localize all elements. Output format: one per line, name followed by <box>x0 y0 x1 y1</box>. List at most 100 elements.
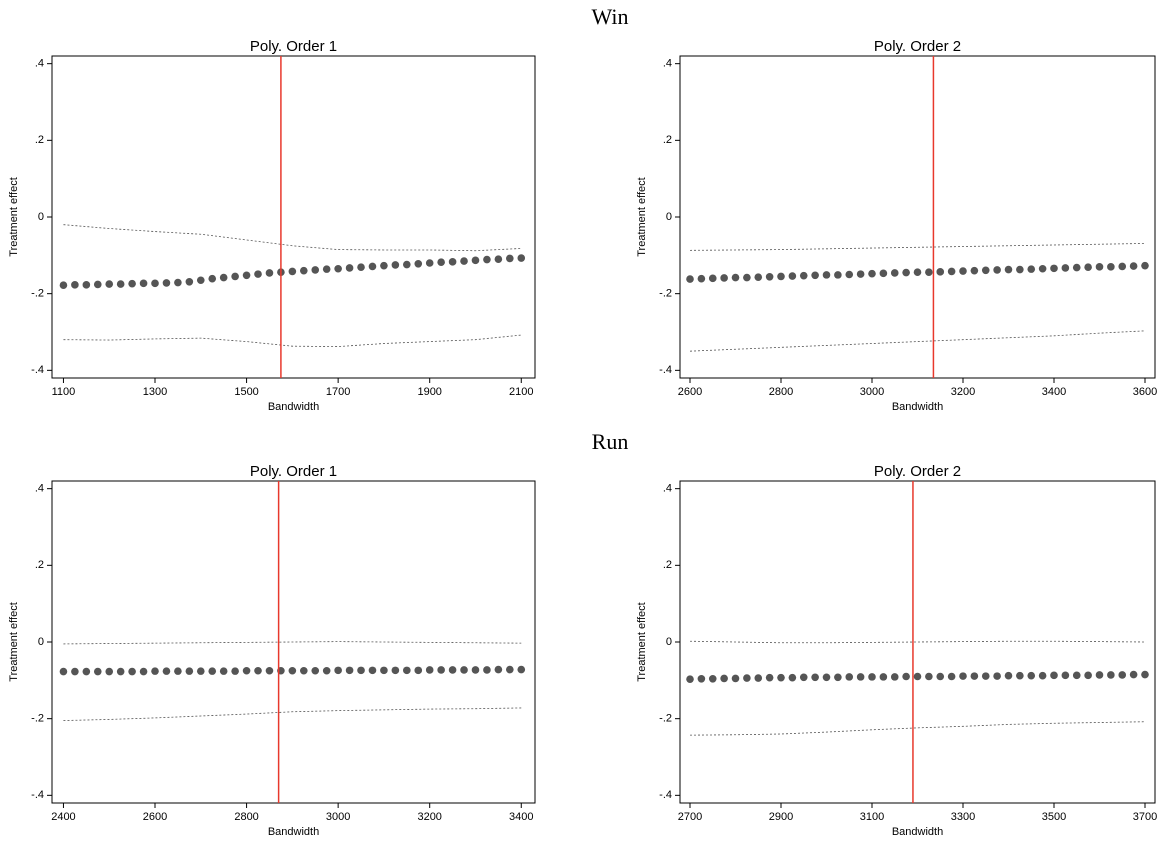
point-estimate <box>139 667 148 676</box>
point-estimate <box>754 273 763 281</box>
point-estimate <box>959 672 967 680</box>
point-estimate <box>993 266 1001 274</box>
point-estimate <box>483 666 491 674</box>
point-estimate <box>380 261 388 270</box>
point-estimate <box>139 279 148 288</box>
point-estimate <box>506 254 514 263</box>
x-tick-label: 3700 <box>1133 811 1157 823</box>
point-estimate <box>1141 261 1149 270</box>
point-estimate <box>208 667 217 675</box>
y-tick-label: .4 <box>663 483 672 495</box>
point-estimate <box>517 254 526 262</box>
point-estimate <box>59 667 68 676</box>
point-estimate <box>437 666 445 674</box>
point-estimate <box>483 255 491 264</box>
y-tick-label: -.4 <box>31 364 44 376</box>
point-estimate <box>1084 263 1092 272</box>
point-estimate <box>879 269 888 278</box>
point-estimate <box>414 666 423 675</box>
point-estimate <box>731 674 740 683</box>
y-tick-label: .2 <box>35 559 44 571</box>
point-estimate <box>1072 671 1081 680</box>
point-estimate <box>174 278 182 287</box>
point-estimate <box>777 673 785 682</box>
point-estimate <box>697 675 706 683</box>
point-estimate <box>720 674 728 683</box>
x-tick-label: 1900 <box>417 386 441 398</box>
x-tick-label: 3200 <box>951 386 975 398</box>
point-estimate <box>242 666 251 675</box>
point-estimate <box>1038 264 1047 273</box>
plot-frame <box>51 480 536 804</box>
point-estimate <box>311 666 320 675</box>
point-estimate <box>403 260 411 269</box>
point-estimate <box>1095 263 1104 271</box>
point-estimate <box>788 673 797 682</box>
panel: Poly. Order 2 Bandwidth Treatment effect -.… <box>636 38 1157 413</box>
y-tick-label: 0 <box>38 211 44 223</box>
point-estimate <box>448 258 457 266</box>
point-estimate <box>936 672 945 681</box>
x-axis-label: Bandwidth <box>892 401 943 413</box>
point-estimate <box>822 271 831 279</box>
point-estimate <box>765 673 774 682</box>
point-estimate <box>788 272 797 280</box>
y-axis-label: Treatment effect <box>636 602 648 681</box>
point-estimate <box>947 267 956 276</box>
point-estimate <box>799 271 808 280</box>
point-estimate <box>345 264 354 272</box>
x-tick-label: 2400 <box>51 811 75 823</box>
point-estimate <box>868 269 876 278</box>
x-axis-label: Bandwidth <box>892 826 943 838</box>
point-estimate <box>322 666 331 675</box>
point-estimate <box>174 667 182 675</box>
point-estimate <box>345 666 354 675</box>
point-estimate <box>494 255 503 263</box>
point-estimate <box>1061 671 1070 680</box>
point-estimate <box>93 280 102 289</box>
point-estimate <box>242 271 251 280</box>
point-estimate <box>1072 263 1081 272</box>
confidence-bound <box>63 641 522 645</box>
confidence-bound <box>689 330 1146 352</box>
point-estimate <box>357 666 365 675</box>
point-estimate <box>71 667 79 676</box>
panel-title: Poly. Order 1 <box>250 38 337 55</box>
point-estimate <box>128 279 136 288</box>
point-estimate <box>1004 671 1013 680</box>
x-tick-label: 3500 <box>1042 811 1066 823</box>
point-estimate <box>196 276 205 285</box>
point-estimate <box>311 266 320 274</box>
y-tick-label: .4 <box>35 58 44 70</box>
point-estimate <box>936 268 945 276</box>
point-estimate <box>71 281 79 289</box>
point-estimate <box>913 268 922 277</box>
point-estimate <box>208 274 217 283</box>
point-estimate <box>1084 671 1092 680</box>
row-title: Win <box>592 4 629 29</box>
point-estimate <box>471 256 480 265</box>
point-estimate <box>1061 264 1070 272</box>
point-estimate <box>300 666 308 675</box>
point-estimate <box>1027 671 1036 680</box>
point-estimate <box>1107 671 1115 679</box>
x-axis-label: Bandwidth <box>268 826 319 838</box>
y-tick-label: -.2 <box>31 288 44 300</box>
point-estimate <box>925 672 933 681</box>
point-estimate <box>265 269 274 277</box>
point-estimate <box>82 281 91 289</box>
x-tick-label: 3400 <box>509 811 533 823</box>
panel: Poly. Order 1 Bandwidth Treatment effect -.… <box>8 463 536 838</box>
x-tick-label: 2800 <box>769 386 793 398</box>
x-tick-label: 2900 <box>769 811 793 823</box>
point-estimate <box>743 273 751 282</box>
point-estimate <box>506 665 514 674</box>
point-estimate <box>322 265 331 273</box>
point-estimate <box>403 666 411 675</box>
x-tick-label: 2600 <box>143 811 167 823</box>
y-tick-label: -.4 <box>659 789 672 801</box>
point-estimate <box>151 667 159 675</box>
point-estimate <box>868 673 876 681</box>
point-estimate <box>754 674 763 682</box>
